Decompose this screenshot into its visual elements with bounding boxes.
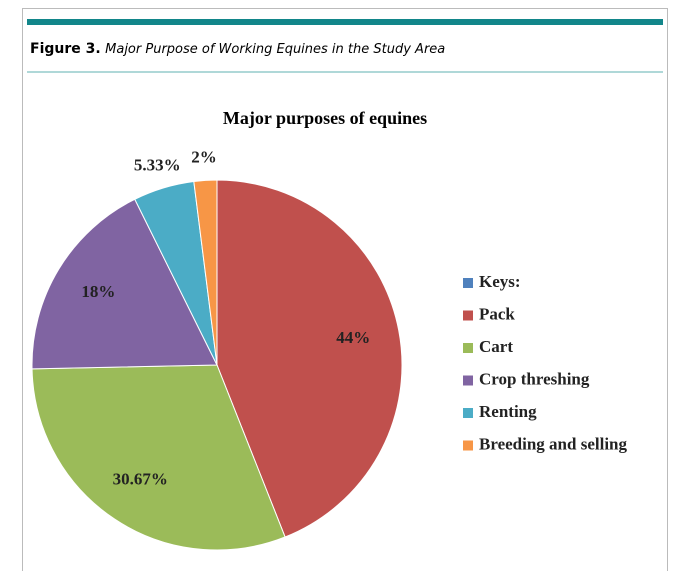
- figure-label: Figure 3.: [30, 41, 101, 57]
- pie-slice: [216, 179, 403, 538]
- legend-swatch: [463, 440, 473, 451]
- legend-label: Renting: [479, 402, 537, 421]
- legend-label: Keys:: [479, 272, 521, 291]
- data-label: 18%: [81, 282, 115, 301]
- data-label: 5.33%: [134, 156, 181, 175]
- pie: 44% 30.67% 18% 5.33% 2%: [31, 147, 403, 551]
- legend-label: Crop threshing: [479, 369, 590, 388]
- legend-label: Pack: [479, 304, 515, 323]
- legend-label: Breeding and selling: [479, 434, 627, 453]
- pie-slice: [193, 179, 218, 366]
- pie-slice: [31, 198, 218, 370]
- data-label: 2%: [191, 147, 217, 166]
- chart-title: Major purposes of equines: [223, 108, 427, 128]
- legend: Keys: Pack Cart Crop threshing Renting Breedi…: [463, 272, 627, 453]
- legend-swatch: [463, 408, 473, 418]
- legend-swatch: [463, 278, 473, 288]
- figure-caption: Major Purpose of Working Equines in the …: [105, 42, 445, 57]
- caption: Figure 3. Major Purpose of Working Equin…: [30, 41, 445, 57]
- legend-swatch: [463, 310, 473, 321]
- legend-label: Cart: [479, 337, 513, 356]
- data-label: 30.67%: [113, 469, 168, 488]
- legend-swatch: [463, 343, 473, 353]
- top-rule: [27, 19, 663, 25]
- data-label: 44%: [336, 328, 370, 347]
- pie-slice: [31, 364, 286, 551]
- legend-swatch: [463, 375, 473, 386]
